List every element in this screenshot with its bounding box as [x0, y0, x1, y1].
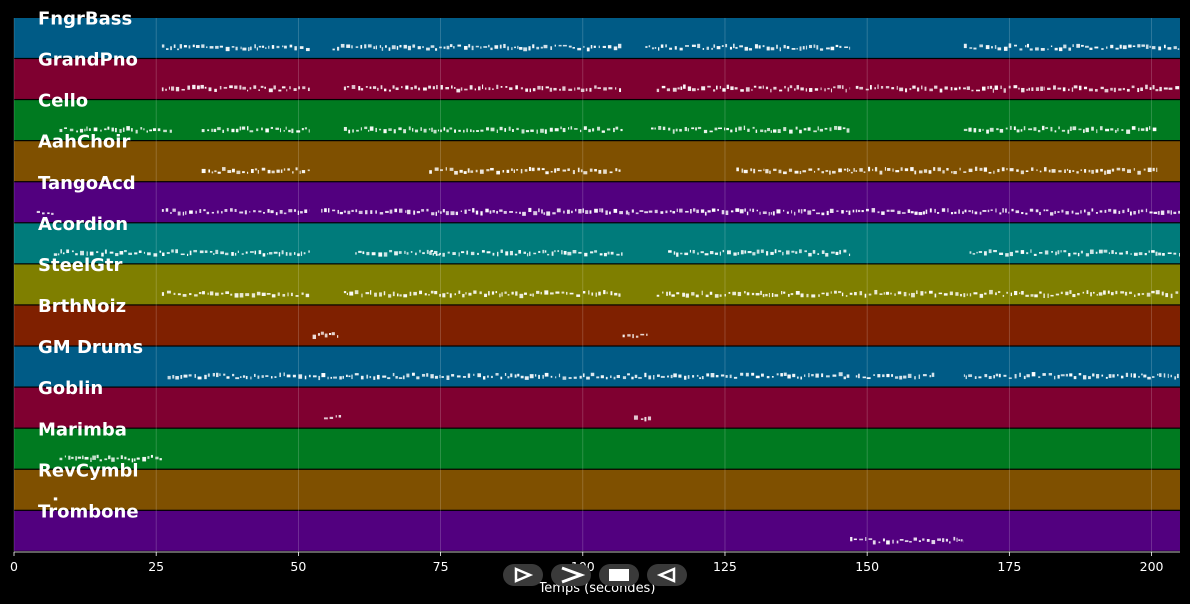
rewind-icon — [656, 567, 676, 583]
play-forward-button[interactable]: ⊳ — [503, 564, 543, 586]
note-segment — [53, 249, 310, 257]
track-label: BrthNoiz — [38, 296, 126, 317]
tick-label: 125 — [713, 559, 737, 574]
track-label: SteelGtr — [38, 255, 123, 276]
stop-button[interactable]: ■ — [599, 564, 639, 586]
tick-label: 200 — [1140, 559, 1164, 574]
track-label: Acordion — [38, 214, 128, 235]
note-segment — [201, 126, 310, 134]
note-segment — [429, 249, 623, 257]
tick-label: 175 — [997, 559, 1021, 574]
tick-label: 50 — [290, 559, 306, 574]
fast-forward-button[interactable]: > — [551, 564, 591, 586]
grid-lines — [13, 18, 1152, 552]
stop-icon — [609, 569, 629, 581]
track-lane — [14, 223, 1180, 264]
track-lane — [14, 141, 1180, 182]
track-label: TangoAcd — [38, 173, 136, 194]
note-segment — [59, 126, 172, 134]
chevron-right-icon — [561, 566, 586, 584]
note-segment — [963, 125, 1157, 134]
tick-label: 75 — [433, 559, 449, 574]
track-label: AahChoir — [38, 132, 130, 153]
note-segment — [167, 372, 850, 381]
note-segment — [969, 249, 1180, 257]
track-label: Marimba — [38, 419, 127, 440]
track-lanes — [14, 18, 1180, 551]
note-segment — [161, 208, 310, 216]
note-segment — [201, 167, 310, 175]
note-events — [36, 43, 1180, 545]
track-label: GrandPno — [38, 50, 138, 71]
note-segment — [736, 166, 1158, 175]
note-segment — [855, 372, 935, 380]
note-segment — [633, 415, 652, 422]
tick-label: 0 — [10, 559, 18, 574]
track-lane — [14, 18, 1180, 58]
track-lane — [14, 264, 1180, 305]
track-lane — [14, 305, 1180, 346]
playback-controls: ⊳ > ■ < — [503, 564, 693, 586]
note-segment — [963, 372, 1179, 380]
track-label: RevCymbl — [38, 460, 139, 481]
note-segment — [312, 331, 339, 340]
note-segment — [53, 497, 58, 501]
note-segment — [343, 126, 623, 134]
track-lane — [14, 59, 1180, 99]
note-segment — [855, 84, 1180, 93]
note-segment — [59, 454, 162, 463]
note-segment — [622, 333, 648, 339]
track-label: Trombone — [38, 501, 139, 522]
note-segment — [343, 84, 622, 93]
track-lane — [14, 387, 1180, 428]
note-segment — [656, 289, 1179, 299]
tick-label: 150 — [855, 559, 879, 574]
note-segment — [651, 125, 850, 134]
track-labels: FngrBass GrandPno Cello AahChoir TangoAcd Aco… — [38, 9, 143, 523]
track-lane — [14, 182, 1180, 223]
note-segment — [161, 44, 310, 52]
track-label: Goblin — [38, 378, 103, 399]
note-segment — [321, 207, 629, 216]
note-segment — [161, 84, 310, 93]
note-segment — [656, 84, 851, 93]
track-label: FngrBass — [38, 9, 132, 30]
note-segment — [161, 290, 310, 298]
note-segment — [332, 43, 622, 52]
note-segment — [343, 290, 621, 299]
track-lane — [14, 346, 1180, 387]
rewind-button[interactable]: < — [647, 564, 687, 586]
track-label: GM Drums — [38, 337, 143, 358]
note-segment — [429, 166, 621, 175]
track-lane — [14, 100, 1180, 141]
play-forward-icon — [514, 567, 534, 583]
tick-label: 25 — [148, 559, 164, 574]
note-segment — [668, 249, 851, 257]
note-segment — [323, 415, 342, 420]
note-segment — [36, 210, 54, 215]
track-lane — [14, 469, 1180, 510]
note-segment — [628, 208, 1180, 216]
note-segment — [355, 249, 441, 257]
track-lane — [14, 510, 1180, 551]
track-label: Cello — [38, 91, 88, 112]
note-segment — [850, 536, 964, 545]
track-lane — [14, 428, 1180, 469]
note-segment — [963, 43, 1180, 52]
note-segment — [645, 43, 851, 52]
